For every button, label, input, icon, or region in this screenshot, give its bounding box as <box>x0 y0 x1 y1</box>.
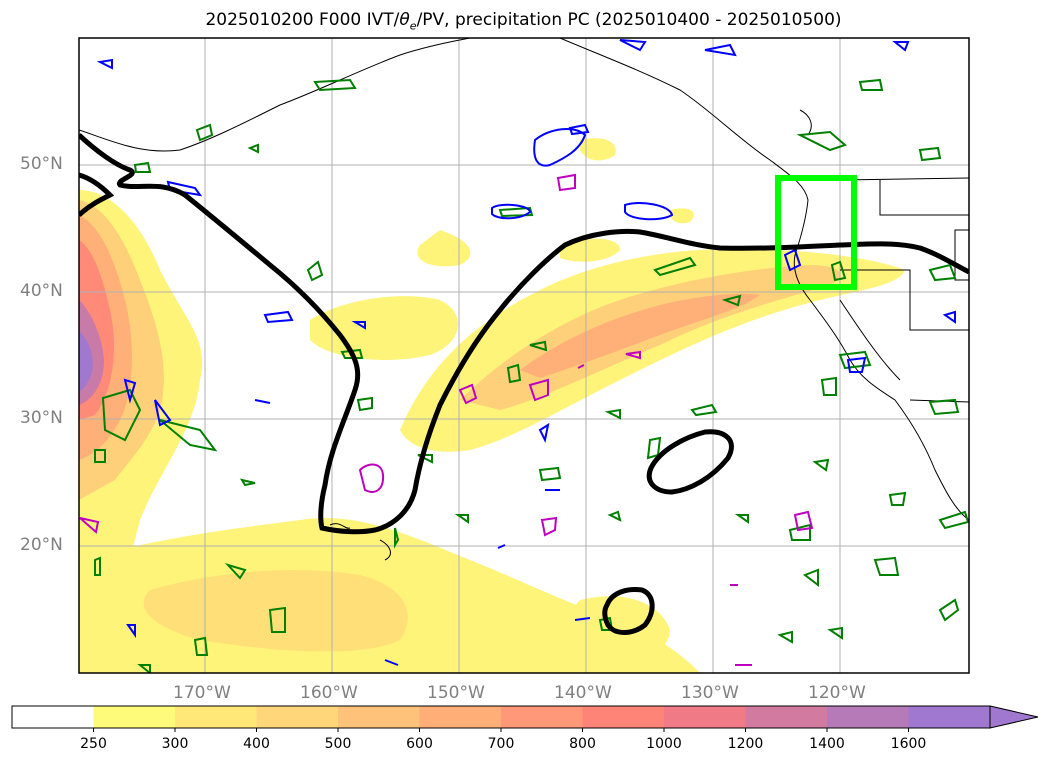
colorbar <box>11 705 1039 732</box>
pv-contours <box>79 133 969 635</box>
colorbar-tick-label: 700 <box>487 736 515 752</box>
colorbar-tick-label: 300 <box>161 736 189 752</box>
colorbar-segment <box>12 706 94 728</box>
lon-label-140w: 140°W <box>554 683 612 703</box>
colorbar-segment <box>93 706 176 728</box>
lon-label-130w: 130°W <box>681 683 739 703</box>
colorbar-tick-label: 600 <box>406 736 433 752</box>
colorbar-tick-label: 800 <box>569 736 596 752</box>
colorbar-segment <box>175 706 257 728</box>
colorbar-segment <box>338 706 420 728</box>
lon-label-160w: 160°W <box>300 683 358 703</box>
map-title: 2025010200 F000 IVT/θe/PV, precipitation… <box>205 10 842 33</box>
map-frame <box>78 37 970 674</box>
coastlines <box>79 38 969 561</box>
colorbar-segment <box>501 706 583 728</box>
colorbar-tick-label: 500 <box>324 736 352 752</box>
lat-label-40: 40°N <box>20 281 63 301</box>
theta-blue-contours <box>96 39 956 666</box>
lat-label-50: 50°N <box>20 154 63 174</box>
lat-label-30: 30°N <box>20 408 63 428</box>
colorbar-tick-label: 1200 <box>727 736 764 752</box>
colorbar-extend-arrow <box>989 705 1039 729</box>
colorbar-tick-label: 1000 <box>646 736 682 752</box>
colorbar-segment <box>664 706 746 728</box>
colorbar-segment <box>908 706 991 728</box>
ivt-shading <box>79 138 905 673</box>
colorbar-segment <box>827 706 909 728</box>
colorbar-segment <box>582 706 665 728</box>
lat-label-20: 20°N <box>20 535 63 555</box>
colorbar-segment <box>256 706 339 728</box>
target-region-box <box>775 175 857 290</box>
colorbar-tick-label: 1400 <box>809 736 845 752</box>
colorbar-segment <box>419 706 502 728</box>
colorbar-tick-label: 400 <box>243 736 270 752</box>
lon-label-120w: 120°W <box>808 683 866 703</box>
colorbar-segment <box>745 706 828 728</box>
colorbar-tick-label: 250 <box>80 736 107 752</box>
theta-magenta-contours <box>79 173 814 666</box>
lon-label-150w: 150°W <box>427 683 485 703</box>
lon-label-170w: 170°W <box>173 683 231 703</box>
colorbar-tick-label: 1600 <box>890 736 927 752</box>
theta-green-contours <box>94 78 969 673</box>
